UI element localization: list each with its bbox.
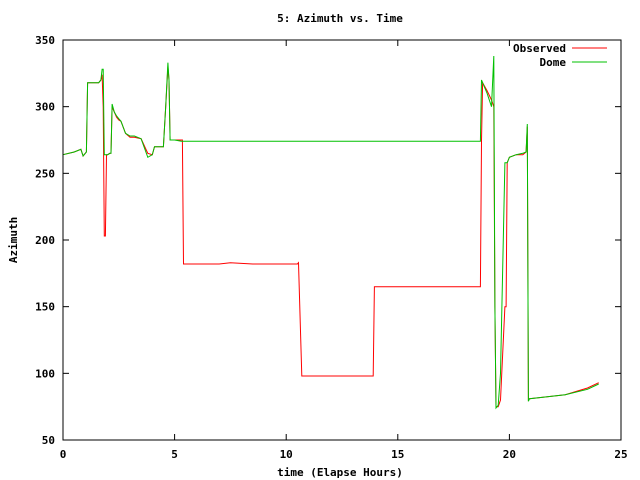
- y-axis-label: Azimuth: [7, 217, 20, 263]
- x-tick-label: 15: [391, 448, 404, 461]
- x-tick-label: 20: [503, 448, 516, 461]
- legend: Observed Dome: [513, 42, 607, 69]
- x-tick-label: 10: [280, 448, 293, 461]
- x-tick-label: 0: [60, 448, 67, 461]
- y-tick-label: 200: [35, 234, 55, 247]
- y-tick-label: 350: [35, 34, 55, 47]
- legend-label-observed: Observed: [513, 42, 566, 55]
- chart-title: 5: Azimuth vs. Time: [277, 12, 403, 25]
- x-axis-label: time (Elapse Hours): [277, 466, 403, 479]
- y-tick-label: 250: [35, 167, 55, 180]
- axis-ticks: 0 5 10 15 20 25 50 100 150 200 250 300 350: [35, 34, 628, 461]
- y-tick-label: 150: [35, 301, 55, 314]
- y-tick-label: 100: [35, 367, 55, 380]
- plot-frame: [62, 39, 622, 441]
- series-line-dome: [62, 55, 599, 410]
- y-tick-label: 50: [42, 434, 55, 447]
- x-tick-label: 5: [171, 448, 178, 461]
- x-tick-label: 25: [614, 448, 627, 461]
- legend-label-dome: Dome: [540, 56, 567, 69]
- y-tick-label: 300: [35, 101, 55, 114]
- series-line-observed: [62, 66, 599, 408]
- series-lines: [62, 55, 599, 410]
